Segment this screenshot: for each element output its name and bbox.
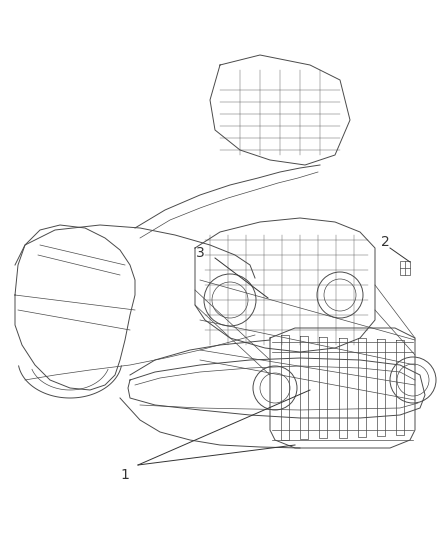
Bar bbox=[400, 261, 410, 275]
Text: 2: 2 bbox=[381, 235, 389, 249]
Text: 3: 3 bbox=[196, 246, 205, 260]
Text: 1: 1 bbox=[120, 468, 130, 482]
